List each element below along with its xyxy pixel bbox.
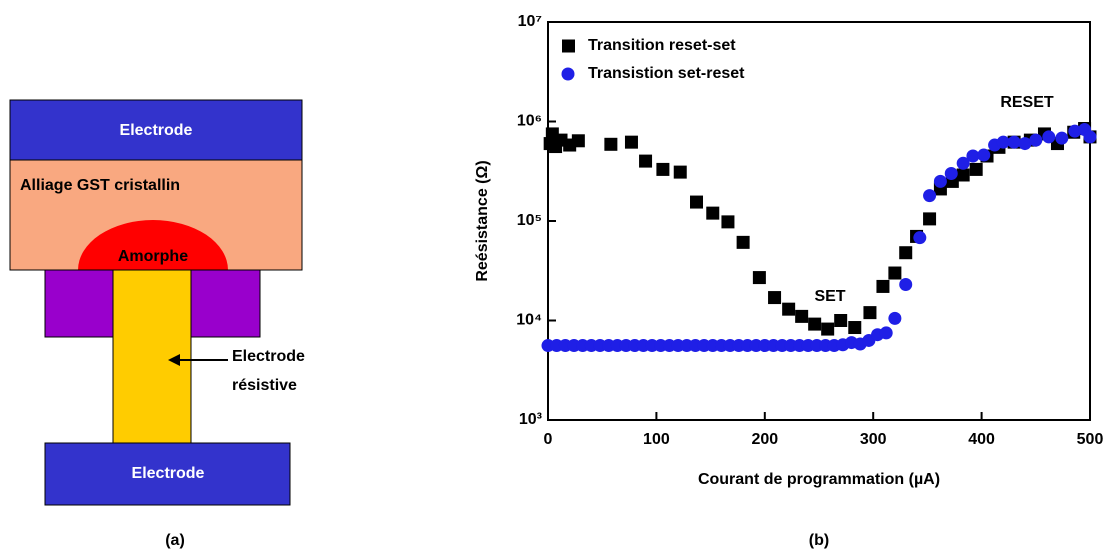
point bbox=[1055, 131, 1069, 145]
point bbox=[1007, 135, 1021, 149]
point bbox=[888, 266, 902, 280]
legend-label: Transition reset-set bbox=[588, 37, 736, 54]
caption: (b) bbox=[809, 532, 829, 549]
point bbox=[899, 278, 913, 292]
point bbox=[969, 162, 983, 176]
point bbox=[808, 317, 822, 331]
point bbox=[604, 137, 618, 151]
y-tick-label: 10⁴ bbox=[516, 312, 542, 329]
legend-marker bbox=[562, 39, 575, 53]
point bbox=[923, 212, 937, 226]
point bbox=[736, 235, 750, 249]
bottom-electrode bbox=[44, 442, 291, 506]
point bbox=[1042, 130, 1056, 144]
point bbox=[768, 291, 782, 305]
point bbox=[966, 149, 980, 163]
label: Alliage GST cristallin bbox=[20, 177, 180, 194]
point bbox=[913, 231, 927, 245]
y-tick-label: 10⁶ bbox=[517, 113, 542, 130]
label: résistive bbox=[232, 377, 297, 394]
point bbox=[639, 154, 653, 168]
point bbox=[944, 167, 958, 181]
arrow-head bbox=[168, 354, 180, 366]
point bbox=[863, 306, 877, 320]
chart: Courant de programmation (µA) Reésistanc… bbox=[474, 13, 1103, 549]
label: Electrode bbox=[132, 465, 205, 482]
x-tick-label: 500 bbox=[1077, 431, 1104, 448]
point bbox=[876, 279, 890, 293]
point bbox=[1068, 124, 1082, 138]
legend-label: Transistion set-reset bbox=[588, 65, 745, 82]
point bbox=[821, 322, 835, 336]
x-tick-label: 0 bbox=[544, 431, 553, 448]
point bbox=[721, 215, 735, 229]
diagram: Electrode Alliage GST cristallin Amorphe… bbox=[9, 99, 305, 549]
point bbox=[782, 302, 796, 316]
point bbox=[1083, 130, 1097, 144]
point bbox=[571, 134, 585, 148]
y-tick-label: 10⁷ bbox=[518, 13, 542, 30]
point bbox=[956, 168, 970, 182]
x-tick-label: 200 bbox=[751, 431, 778, 448]
point bbox=[996, 135, 1010, 149]
point bbox=[795, 309, 809, 323]
point bbox=[956, 156, 970, 170]
annotation: SET bbox=[814, 288, 845, 305]
point bbox=[933, 174, 947, 188]
x-tick-label: 100 bbox=[643, 431, 670, 448]
point bbox=[1029, 133, 1043, 147]
y-tick-label: 10⁵ bbox=[517, 212, 542, 229]
point bbox=[706, 206, 720, 220]
point bbox=[923, 189, 937, 203]
point bbox=[848, 321, 862, 335]
label: Electrode bbox=[232, 348, 305, 365]
label: Amorphe bbox=[118, 248, 188, 265]
point bbox=[690, 195, 704, 209]
label: Electrode bbox=[120, 122, 193, 139]
point bbox=[656, 162, 670, 176]
point bbox=[977, 148, 991, 162]
y-tick-label: 10³ bbox=[519, 411, 542, 428]
y-axis-label: Reésistance (Ω) bbox=[474, 160, 491, 281]
point bbox=[899, 246, 913, 260]
x-tick-label: 300 bbox=[860, 431, 887, 448]
point bbox=[1018, 137, 1032, 151]
top-electrode bbox=[9, 99, 303, 161]
point bbox=[834, 314, 848, 327]
point bbox=[752, 271, 766, 285]
caption: (a) bbox=[165, 532, 185, 549]
legend-marker bbox=[561, 67, 575, 81]
annotation: RESET bbox=[1000, 94, 1054, 111]
point bbox=[888, 311, 902, 325]
point bbox=[624, 135, 638, 149]
amorphous-zone bbox=[78, 220, 228, 270]
x-tick-label: 400 bbox=[968, 431, 995, 448]
point bbox=[673, 165, 687, 179]
x-axis-label: Courant de programmation (µA) bbox=[698, 471, 940, 488]
point bbox=[879, 326, 893, 340]
